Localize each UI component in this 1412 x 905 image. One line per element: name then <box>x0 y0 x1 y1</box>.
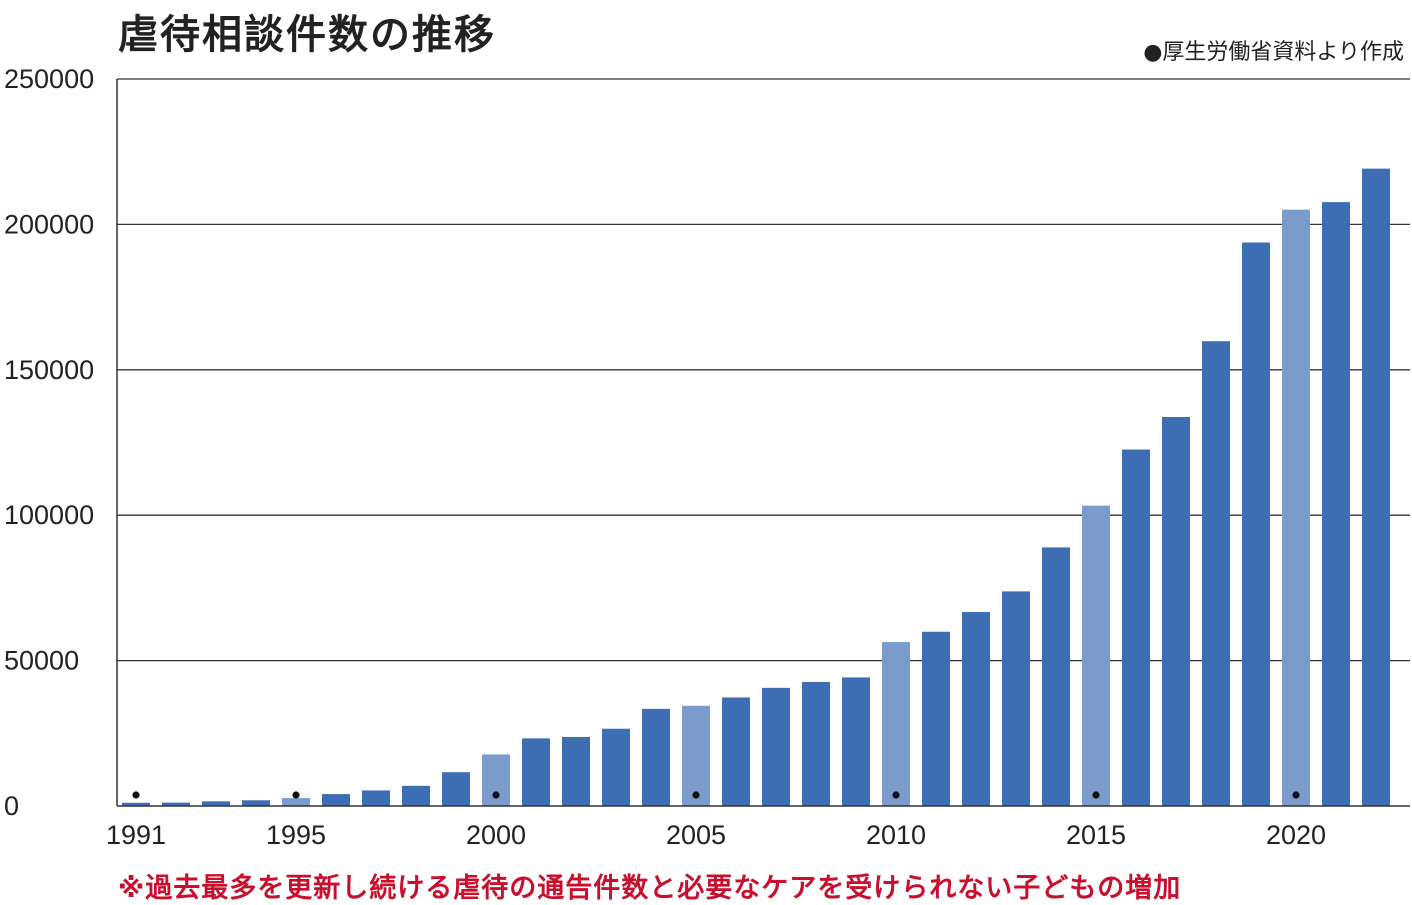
bar-1998 <box>402 785 430 806</box>
marker-dot-2000 <box>492 791 500 799</box>
bar-2014 <box>1042 547 1070 806</box>
bar-2019 <box>1242 242 1270 806</box>
bar-1996 <box>322 794 350 806</box>
bar-2013 <box>1002 591 1030 806</box>
y-tick-label-100000: 100000 <box>4 500 94 530</box>
marker-dot-2010 <box>892 791 900 799</box>
x-tick-label-1995: 1995 <box>266 820 326 850</box>
x-tick-label-2010: 2010 <box>866 820 926 850</box>
marker-dot-1991 <box>132 791 140 799</box>
footnote: ※過去最多を更新し続ける虐待の通告件数と必要なケアを受けられない子どもの増加 <box>118 873 1182 904</box>
chart-title: 虐待相談件数の推移 <box>118 12 496 58</box>
bar-1991 <box>122 802 150 806</box>
y-tick-label-50000: 50000 <box>4 646 79 676</box>
x-tick-label-2015: 2015 <box>1066 820 1126 850</box>
bar-2012 <box>962 612 990 806</box>
x-tick-label-2005: 2005 <box>666 820 726 850</box>
marker-dot-2020 <box>1292 791 1300 799</box>
y-tick-label-0: 0 <box>4 791 19 821</box>
bar-2009 <box>842 677 870 806</box>
bar-2017 <box>1162 416 1190 806</box>
x-tick-label-1991: 1991 <box>106 820 166 850</box>
bar-1999 <box>442 772 470 806</box>
bar-2001 <box>522 738 550 806</box>
y-tick-label-150000: 150000 <box>4 355 94 385</box>
bar-2020 <box>1282 209 1310 806</box>
bar-1994 <box>242 800 270 806</box>
bar-2011 <box>922 631 950 806</box>
bar-2008 <box>802 681 830 806</box>
bar-2016 <box>1122 449 1150 806</box>
bar-2015 <box>1082 505 1110 806</box>
bar-1993 <box>202 801 230 806</box>
bar-2004 <box>642 708 670 806</box>
y-tick-label-200000: 200000 <box>4 209 94 239</box>
x-tick-label-2020: 2020 <box>1266 820 1326 850</box>
bar-2007 <box>762 687 790 806</box>
bar-2005 <box>682 705 710 806</box>
bar-1992 <box>162 802 190 806</box>
bar-2018 <box>1202 341 1230 806</box>
bar-2002 <box>562 736 590 806</box>
x-tick-label-2000: 2000 <box>466 820 526 850</box>
marker-dot-2005 <box>692 791 700 799</box>
bar-2006 <box>722 697 750 806</box>
marker-dot-2015 <box>1092 791 1100 799</box>
y-tick-label-250000: 250000 <box>4 64 94 94</box>
bar-2003 <box>602 728 630 806</box>
marker-dot-1995 <box>292 791 300 799</box>
bar-1995 <box>282 798 310 806</box>
bar-2010 <box>882 642 910 806</box>
bar-1997 <box>362 790 390 806</box>
bar-2022 <box>1362 168 1390 807</box>
source-note: ●厚生労働省資料より作成 <box>1143 40 1404 65</box>
bar-2021 <box>1322 202 1350 806</box>
